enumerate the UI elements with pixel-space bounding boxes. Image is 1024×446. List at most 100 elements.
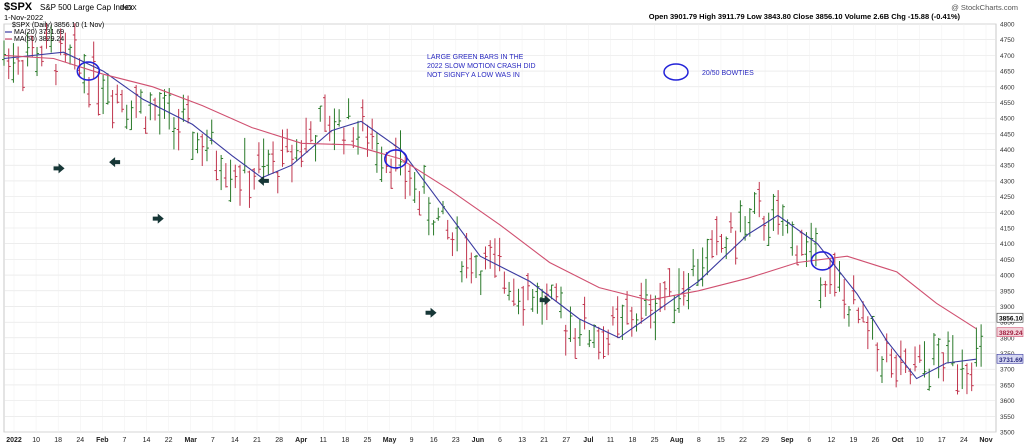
price-bar (974, 327, 979, 367)
y-tick-label: 4050 (1000, 257, 1015, 264)
price-bar (308, 121, 313, 143)
price-bar (728, 212, 733, 233)
price-bar (261, 138, 266, 181)
price-bar (96, 71, 101, 116)
price-bar (643, 278, 648, 316)
price-bar (620, 304, 625, 340)
price-bar (53, 63, 58, 86)
price-bar (931, 333, 936, 366)
price-bar (964, 363, 969, 395)
arrow-marker (152, 213, 164, 224)
price-bar (181, 94, 186, 122)
y-tick-label: 3850 (1000, 320, 1015, 327)
price-bar (842, 279, 847, 319)
price-bar (407, 165, 412, 196)
price-bar (63, 32, 68, 62)
price-bar (436, 207, 441, 221)
price-bar (766, 212, 771, 246)
price-bar (747, 208, 752, 237)
price-bar (474, 254, 479, 279)
price-bar (502, 271, 507, 294)
price-bar (478, 270, 483, 296)
x-tick-label: 26 (872, 437, 880, 444)
x-tick-label: May (383, 437, 397, 444)
x-tick-label: 22 (165, 437, 173, 444)
price-bar (204, 129, 209, 162)
index-name: S&P 500 Large Cap Index (40, 3, 133, 12)
price-bar (554, 283, 559, 302)
legend-price: $SPX (Daily) 3856.10 (1 Nov) (12, 22, 104, 29)
y-tick-label: 4600 (1000, 84, 1015, 91)
price-bar (25, 32, 30, 67)
price-bar (563, 324, 568, 356)
y-tick-label: 4200 (1000, 210, 1015, 217)
price-bar (955, 364, 960, 395)
price-bar (492, 238, 497, 278)
price-bar (49, 25, 54, 53)
price-bar (190, 131, 195, 160)
x-tick-label: 16 (430, 437, 438, 444)
price-bar (950, 335, 955, 367)
price-bar (894, 354, 899, 388)
price-bar (266, 149, 271, 176)
x-tick-label: 11 (320, 437, 327, 444)
y-tick-label: 4250 (1000, 194, 1015, 201)
y-tick-label: 4450 (1000, 131, 1015, 138)
x-tick-label: Sep (781, 437, 794, 444)
price-bar (559, 286, 564, 319)
x-tick-label: 24 (76, 437, 84, 444)
price-bar (667, 268, 672, 297)
x-tick-label: 6 (498, 437, 502, 444)
y-tick-label: 3700 (1000, 367, 1015, 374)
bowtie-label: 20/50 BOWTIES (702, 70, 754, 77)
price-bar (271, 141, 276, 174)
price-bar (214, 150, 219, 181)
y-tick-label: 4000 (1000, 273, 1015, 280)
price-bar (82, 53, 87, 94)
price-bar (738, 200, 743, 233)
price-bar (535, 282, 540, 314)
y-tick-label: 4350 (1000, 163, 1015, 170)
price-bar (752, 192, 757, 214)
price-bar (289, 144, 294, 183)
x-tick-label: 18 (341, 437, 349, 444)
y-tick-label: 3900 (1000, 304, 1015, 311)
price-bar (889, 348, 894, 378)
price-bar (115, 84, 120, 104)
price-bar (596, 326, 601, 360)
price-bar (341, 127, 346, 155)
y-tick-label: 3800 (1000, 335, 1015, 342)
arrow-marker (53, 163, 65, 174)
price-bar (275, 170, 280, 194)
price-bar (573, 328, 578, 359)
price-bar (653, 295, 658, 341)
price-bar (776, 190, 781, 235)
y-tick-label: 3950 (1000, 288, 1015, 295)
price-bar (91, 41, 96, 80)
price-bar (6, 48, 11, 80)
price-bar (72, 23, 77, 70)
price-bar (11, 43, 16, 83)
bowtie-legend-ellipse (663, 63, 689, 81)
x-tick-label: 24 (960, 437, 968, 444)
price-bar (2, 40, 6, 66)
price-bar (157, 92, 162, 135)
price-bar (856, 307, 861, 324)
price-bar (30, 35, 35, 57)
x-tick-label: 23 (452, 437, 460, 444)
price-bar (761, 215, 766, 241)
x-tick-label: Aug (670, 437, 684, 444)
price-bar (233, 164, 238, 189)
price-bar (20, 59, 25, 92)
price-bar (228, 159, 233, 202)
x-tick-label: Feb (96, 437, 108, 444)
x-tick-label: Jul (583, 437, 593, 444)
note-line-1: LARGE GREEN BARS IN THE (427, 54, 524, 61)
x-tick-label: 25 (364, 437, 372, 444)
price-bar (322, 94, 327, 132)
exchange: INDX (120, 5, 137, 12)
arrow-marker (109, 157, 121, 168)
price-bar (120, 89, 125, 113)
price-bar (209, 119, 214, 145)
